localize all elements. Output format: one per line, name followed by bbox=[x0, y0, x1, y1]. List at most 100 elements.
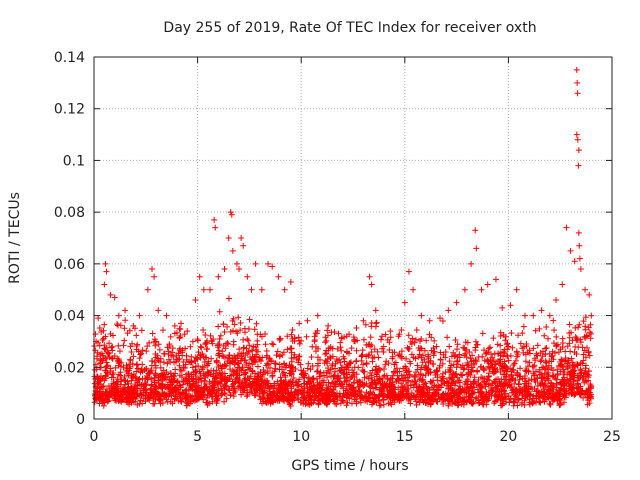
data-point bbox=[366, 395, 373, 402]
data-point bbox=[208, 355, 215, 362]
data-point bbox=[260, 390, 267, 397]
data-point bbox=[460, 366, 467, 373]
data-point bbox=[303, 333, 310, 340]
data-point bbox=[285, 389, 292, 396]
data-point bbox=[123, 398, 130, 405]
data-point bbox=[382, 331, 389, 338]
data-point bbox=[475, 380, 482, 387]
data-point bbox=[101, 321, 108, 328]
data-point bbox=[256, 393, 263, 400]
data-point bbox=[534, 352, 541, 359]
data-point bbox=[488, 385, 495, 392]
data-point bbox=[182, 345, 189, 352]
data-point bbox=[454, 399, 461, 406]
data-point bbox=[485, 345, 492, 352]
data-point bbox=[507, 396, 514, 403]
data-point bbox=[201, 377, 208, 384]
data-point bbox=[442, 369, 449, 376]
data-point bbox=[366, 383, 373, 390]
data-point bbox=[453, 346, 460, 353]
data-point bbox=[508, 389, 515, 396]
data-point bbox=[391, 361, 398, 368]
data-point bbox=[122, 381, 129, 388]
data-point bbox=[387, 375, 394, 382]
data-point bbox=[130, 353, 137, 360]
data-point bbox=[170, 372, 177, 379]
data-point bbox=[379, 390, 386, 397]
data-point bbox=[343, 402, 350, 409]
data-point bbox=[325, 393, 332, 400]
data-point bbox=[367, 343, 374, 350]
data-point bbox=[395, 333, 402, 340]
y-tick-label: 0.08 bbox=[54, 205, 85, 221]
data-point bbox=[242, 352, 249, 359]
data-point bbox=[233, 260, 240, 267]
data-point bbox=[440, 351, 447, 358]
data-point bbox=[270, 341, 277, 348]
data-point bbox=[514, 369, 521, 376]
data-point bbox=[577, 266, 584, 273]
data-point bbox=[193, 396, 200, 403]
data-point bbox=[488, 392, 495, 399]
data-point bbox=[325, 385, 332, 392]
data-point bbox=[381, 372, 388, 379]
data-point bbox=[575, 147, 582, 154]
data-point bbox=[514, 351, 521, 358]
data-point bbox=[102, 367, 109, 374]
data-point bbox=[134, 341, 141, 348]
data-point bbox=[449, 386, 456, 393]
data-point bbox=[485, 381, 492, 388]
data-point bbox=[200, 286, 207, 293]
data-point bbox=[489, 388, 496, 395]
data-point bbox=[185, 387, 192, 394]
data-point bbox=[192, 373, 199, 380]
data-point bbox=[337, 375, 344, 382]
data-point bbox=[572, 324, 579, 331]
data-point bbox=[303, 400, 310, 407]
data-point bbox=[369, 367, 376, 374]
data-point bbox=[223, 395, 230, 402]
data-point bbox=[316, 397, 323, 404]
data-point bbox=[99, 400, 106, 407]
data-point bbox=[323, 337, 330, 344]
data-point bbox=[403, 355, 410, 362]
data-point bbox=[368, 379, 375, 386]
data-point bbox=[121, 337, 128, 344]
data-point bbox=[427, 357, 434, 364]
data-point bbox=[453, 389, 460, 396]
data-point bbox=[426, 317, 433, 324]
data-point bbox=[368, 349, 375, 356]
x-tick-label: 15 bbox=[396, 429, 414, 445]
data-point bbox=[379, 333, 386, 340]
data-point bbox=[235, 314, 242, 321]
data-point bbox=[474, 341, 481, 348]
data-point bbox=[497, 356, 504, 363]
data-point bbox=[508, 371, 515, 378]
data-point bbox=[307, 366, 314, 373]
data-point bbox=[113, 397, 120, 404]
data-point bbox=[475, 397, 482, 404]
data-point bbox=[454, 341, 461, 348]
data-point bbox=[477, 364, 484, 371]
x-tick-label: 20 bbox=[499, 429, 517, 445]
data-point bbox=[515, 396, 522, 403]
data-point bbox=[353, 377, 360, 384]
data-point bbox=[94, 373, 101, 380]
data-point bbox=[434, 368, 441, 375]
data-point bbox=[187, 343, 194, 350]
data-point bbox=[538, 307, 545, 314]
data-point bbox=[389, 392, 396, 399]
data-point bbox=[132, 381, 139, 388]
data-point bbox=[497, 349, 504, 356]
data-point bbox=[407, 382, 414, 389]
chart-title: Day 255 of 2019, Rate Of TEC Index for r… bbox=[163, 20, 536, 36]
data-point bbox=[324, 327, 331, 334]
data-point bbox=[410, 286, 417, 293]
data-point bbox=[267, 364, 274, 371]
data-point bbox=[218, 385, 225, 392]
data-point bbox=[144, 395, 151, 402]
data-point bbox=[471, 374, 478, 381]
data-point bbox=[405, 377, 412, 384]
data-point bbox=[331, 372, 338, 379]
data-point bbox=[572, 343, 579, 350]
